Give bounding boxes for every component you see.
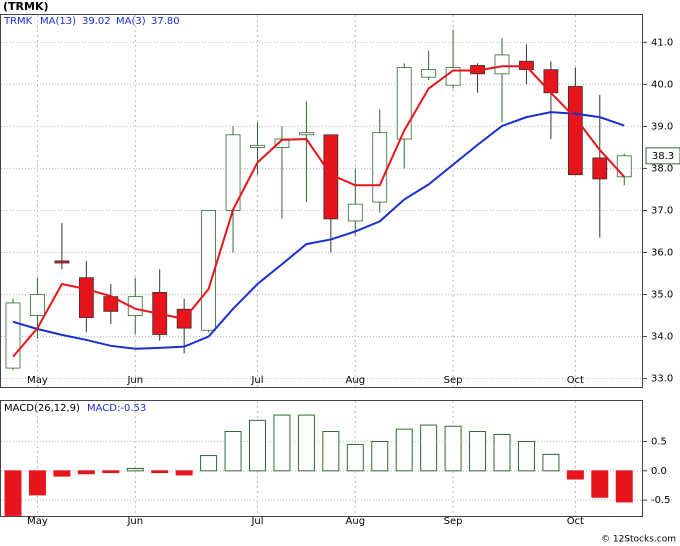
macd-bar	[444, 425, 462, 472]
x-tick-label: May	[27, 375, 48, 386]
ma-line	[12, 65, 625, 358]
macd-bar	[28, 470, 46, 496]
x-tick-label: Jun	[126, 375, 143, 386]
macd-bar	[102, 470, 120, 474]
macd-panel	[0, 400, 643, 517]
macd-bar	[151, 470, 169, 474]
candle-body	[298, 132, 314, 136]
y-tick-label: 41.0	[651, 37, 673, 48]
candle-body	[592, 157, 608, 180]
candle-body	[494, 54, 510, 75]
chart-title: (TRMK)	[3, 0, 49, 13]
x-tick-label: Oct	[567, 375, 584, 386]
last-price-box	[645, 147, 680, 165]
macd-bar	[615, 470, 633, 503]
legend-symbol: TRMK	[3, 16, 33, 27]
macd-bar	[395, 428, 413, 472]
candle-body	[30, 294, 45, 316]
x-tick-label: Jul	[250, 375, 263, 386]
y-tick-label: 0.5	[651, 436, 667, 447]
y-tick-label: 38.0	[651, 163, 673, 174]
y-tick-label: 40.0	[651, 79, 673, 90]
x-tick-label: Aug	[346, 516, 366, 527]
macd-title: MACD(26,12,9)	[4, 403, 80, 414]
macd-bar	[249, 419, 266, 472]
macd-bar	[53, 470, 71, 477]
legend-entry: MA(3)	[116, 16, 146, 27]
candle-body	[372, 132, 388, 203]
y-tick-label: -0.5	[651, 495, 671, 506]
candle-body	[78, 277, 94, 319]
macd-bar	[77, 470, 95, 475]
macd-bar	[420, 424, 438, 472]
y-tick-label: 35.0	[651, 290, 673, 301]
macd-bar	[4, 470, 22, 516]
macd-bar	[224, 431, 242, 472]
x-tick-label: Sep	[444, 516, 463, 527]
legend-value: 37.80	[151, 16, 180, 27]
candle-body	[543, 69, 559, 94]
y-tick-label: 33.0	[651, 374, 673, 385]
macd-bar	[542, 453, 560, 472]
y-tick-label: 39.0	[651, 121, 673, 132]
x-tick-label: Aug	[346, 375, 366, 386]
watermark: © 12Stocks.com	[601, 535, 676, 545]
candle-body	[201, 210, 217, 331]
macd-value: MACD:-0.53	[87, 403, 146, 414]
legend-value: 39.02	[82, 16, 111, 27]
candle-body	[347, 203, 363, 222]
candle-body	[396, 67, 412, 140]
macd-bar	[469, 431, 487, 472]
candle-body	[5, 302, 21, 369]
macd-bar	[322, 431, 340, 472]
x-tick-label: Jun	[126, 516, 143, 527]
x-tick-label: Oct	[567, 516, 584, 527]
macd-bar	[591, 470, 609, 498]
legend-entry: MA(13)	[40, 16, 76, 27]
candle-body	[421, 69, 437, 78]
macd-bar	[346, 443, 364, 472]
macd-bar	[566, 470, 584, 480]
x-tick-label: May	[27, 516, 48, 527]
macd-bar	[200, 455, 218, 472]
y-tick-label: 0.0	[651, 466, 667, 477]
y-tick-label: 34.0	[651, 332, 673, 343]
ma-line	[12, 111, 625, 350]
last-price-label: 38.3	[652, 151, 674, 162]
candle-body	[616, 155, 632, 178]
price-panel	[0, 14, 643, 388]
macd-bar	[297, 414, 315, 472]
candle-body	[250, 144, 265, 148]
macd-bar	[175, 470, 193, 476]
macd-bar	[273, 414, 291, 472]
macd-bar	[126, 467, 144, 472]
candle-body	[54, 260, 70, 264]
macd-bar	[371, 440, 389, 472]
macd-bar	[517, 440, 535, 472]
y-tick-label: 37.0	[651, 205, 673, 216]
y-tick-label: 36.0	[651, 247, 673, 258]
x-tick-label: Sep	[444, 375, 463, 386]
candle-body	[567, 86, 583, 176]
macd-bar	[493, 433, 511, 472]
x-tick-label: Jul	[250, 516, 263, 527]
